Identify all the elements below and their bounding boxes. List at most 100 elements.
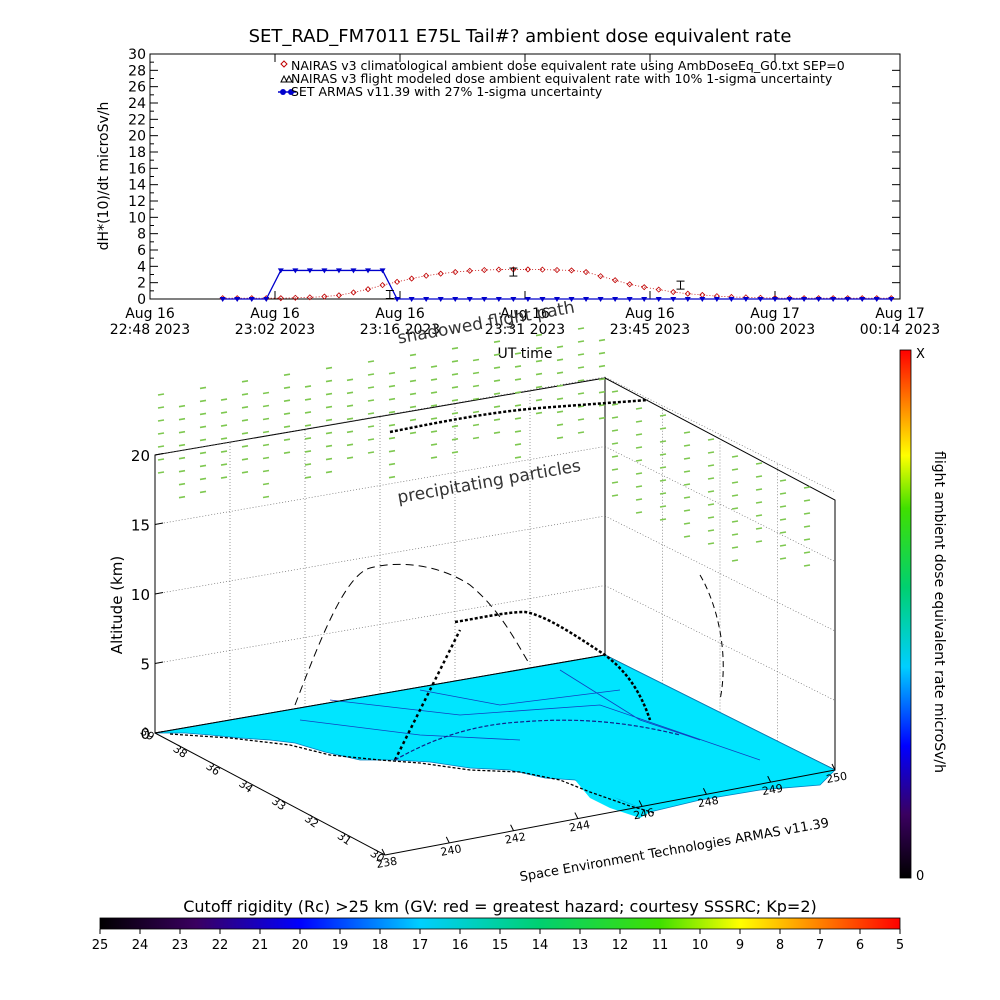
particle-mark: [598, 351, 606, 355]
particle-mark: [556, 345, 564, 349]
particle-mark: [367, 386, 375, 389]
particle-mark: [241, 393, 249, 396]
armas-point: [655, 297, 662, 302]
lat-tick-label: 33: [269, 794, 288, 813]
particle-mark: [683, 509, 691, 512]
triangle-icon: [285, 74, 293, 83]
particle-mark: [283, 412, 291, 415]
climatological-point: [321, 293, 328, 300]
particle-mark: [430, 443, 438, 446]
particle-mark: [611, 468, 619, 471]
particle-mark: [199, 451, 207, 455]
particle-mark: [199, 438, 207, 442]
particle-mark: [803, 499, 811, 502]
armas-point: [888, 297, 895, 302]
particle-mark: [577, 353, 585, 356]
z-tick-label: 0: [140, 725, 150, 743]
annotation-precipitating-particles: precipitating particles: [396, 456, 583, 508]
particle-mark: [241, 380, 249, 383]
climatological-point: [553, 266, 561, 274]
particle-mark: [199, 464, 207, 468]
climatological-point: [350, 289, 357, 296]
armas-point: [786, 297, 793, 302]
particle-mark: [659, 505, 667, 508]
cutoff-tick-label: 8: [776, 938, 784, 953]
particle-mark: [367, 451, 375, 454]
particle-mark: [493, 418, 501, 421]
particle-mark: [556, 410, 564, 414]
particle-mark: [683, 496, 691, 499]
armas-point: [641, 297, 648, 302]
particle-mark: [755, 514, 763, 517]
lat-tick-label: 31: [335, 829, 354, 848]
particle-mark: [635, 446, 643, 449]
particle-mark: [409, 418, 417, 422]
climatological-point: [452, 268, 459, 276]
particle-mark: [451, 412, 459, 415]
armas-point: [248, 297, 255, 302]
particle-mark: [803, 564, 811, 567]
right-wall-grid-line: [604, 515, 836, 632]
y-tick-label: 12: [128, 194, 146, 210]
particle-mark: [388, 436, 396, 440]
particle-mark: [803, 538, 811, 541]
particle-mark: [262, 430, 270, 434]
particle-mark: [577, 392, 585, 395]
particle-mark: [659, 414, 667, 417]
cutoff-tick-label: 13: [572, 938, 589, 953]
legend-entry-armas: SET ARMAS v11.39 with 27% 1-sigma uncert…: [278, 84, 603, 99]
x-tick-label-time: 23:31 2023: [485, 322, 565, 338]
particle-mark: [346, 456, 354, 460]
cutoff-tick-label: 25: [92, 938, 109, 953]
climatological-point: [292, 294, 299, 301]
particle-mark: [220, 398, 228, 401]
particle-mark: [755, 488, 763, 491]
particle-mark: [241, 432, 249, 435]
armas-point: [728, 297, 735, 302]
particle-mark: [346, 404, 354, 408]
particle-mark: [304, 398, 312, 401]
cutoff-title: Cutoff rigidity (Rc) >25 km (GV: red = g…: [183, 897, 817, 916]
armas-point: [830, 297, 837, 302]
climatological-point: [655, 286, 662, 293]
series-line-armas: [222, 269, 892, 300]
particle-mark: [430, 391, 438, 394]
particle-mark: [493, 340, 501, 343]
particle-mark: [514, 352, 522, 355]
particle-mark: [535, 385, 543, 389]
particle-mark: [535, 359, 543, 363]
particle-mark: [779, 531, 787, 534]
lat-tick-label: 36: [204, 760, 223, 779]
particle-mark: [304, 463, 312, 466]
particle-mark: [367, 360, 375, 363]
particle-mark: [556, 358, 564, 362]
z-tick-mark: [154, 731, 164, 734]
lon-tick-label: 248: [697, 794, 720, 810]
y-tick-label: 6: [137, 243, 146, 259]
x-tick-label-time: 00:14 2023: [860, 322, 940, 338]
particle-mark: [731, 494, 739, 497]
particle-mark: [157, 406, 165, 409]
armas-point: [495, 297, 502, 302]
particle-mark: [514, 417, 522, 420]
particle-mark: [262, 495, 270, 499]
circle-icon: [288, 89, 294, 95]
colorbar-max-label: X: [916, 347, 925, 362]
climatological-point: [423, 272, 430, 279]
particle-mark: [199, 477, 207, 481]
x-tick-label-time: 23:02 2023: [235, 322, 315, 338]
particle-mark: [611, 481, 619, 484]
particle-mark: [304, 450, 312, 453]
armas-point: [597, 297, 604, 302]
particle-mark: [451, 386, 459, 389]
x-tick-label-date: Aug 16: [500, 306, 550, 322]
particle-mark: [577, 431, 585, 434]
series-line-climatological: [222, 269, 892, 299]
cutoff-gradient: [99, 917, 901, 930]
colorbar-min-label: 0: [916, 869, 924, 884]
particle-mark: [325, 431, 333, 435]
particle-mark: [707, 464, 715, 467]
particle-mark: [577, 418, 585, 421]
particle-mark: [262, 456, 270, 460]
